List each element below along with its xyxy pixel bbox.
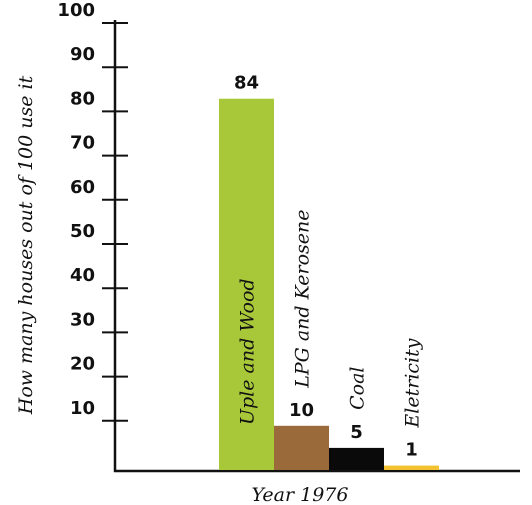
y-tick-label: 80 <box>70 88 95 109</box>
bar <box>219 98 274 470</box>
y-tick-label: 90 <box>70 44 95 65</box>
bar <box>384 465 439 470</box>
bar <box>274 425 329 470</box>
bars <box>219 98 439 470</box>
bar-value-label: 10 <box>289 400 314 421</box>
value-labels: 84 10 5 1 <box>234 73 418 461</box>
bar-value-label: 5 <box>350 422 363 443</box>
y-tick-label: 100 <box>57 0 95 21</box>
y-tick-label: 30 <box>70 309 95 330</box>
x-axis-label: Year 1976 <box>252 484 349 505</box>
y-tick-label: 10 <box>70 398 95 419</box>
y-tick-label: 60 <box>70 177 95 198</box>
bar-value-label: 1 <box>405 440 418 461</box>
y-tick-label: 50 <box>70 221 95 242</box>
category-label: Uple and Wood <box>237 278 259 425</box>
y-tick-label: 70 <box>70 133 95 154</box>
category-label: Eletricity <box>402 338 424 428</box>
y-tick-label: 20 <box>70 354 95 375</box>
bar-value-label: 84 <box>234 73 259 94</box>
category-label: LPG and Kerosene <box>292 209 314 388</box>
category-label: Coal <box>347 367 369 410</box>
bar <box>329 447 384 470</box>
y-axis-label: How many houses out of 100 use it <box>15 75 37 415</box>
category-labels: Uple and Wood LPG and Kerosene Coal Eletric… <box>237 209 424 428</box>
chart-axes <box>113 20 520 473</box>
y-tick-label: 40 <box>70 265 95 286</box>
y-ticks: 10 20 30 40 50 60 70 80 90 100 <box>57 0 128 422</box>
